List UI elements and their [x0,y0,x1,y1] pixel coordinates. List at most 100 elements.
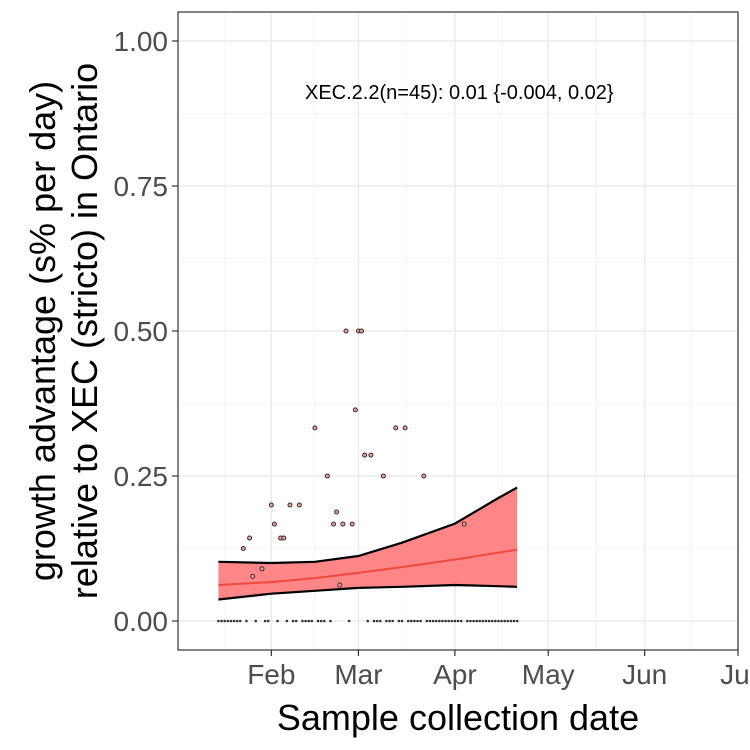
zero-point [472,619,475,623]
zero-point [220,619,223,623]
zero-point [229,619,233,623]
zero-point [378,619,382,623]
zero-point [469,619,472,623]
zero-point [425,619,429,623]
data-point [340,521,346,527]
data-point [393,425,399,431]
zero-point [285,619,289,623]
y-tick-label: 0.00 [114,606,169,637]
y-axis-title-line1: growth advantage (s% per day) [22,81,63,581]
x-axis-title: Sample collection date [277,697,639,738]
points-layer [240,328,467,588]
zero-points-layer [217,619,519,623]
zero-point [276,619,279,623]
data-point [271,521,277,527]
zero-point [366,619,370,623]
zero-point [397,619,401,623]
confidence-ribbon [218,487,518,600]
fit-line [218,548,518,586]
x-tick-label: May [522,659,575,690]
zero-point [372,619,376,623]
zero-point [490,619,494,623]
zero-point [503,619,506,623]
zero-point [497,619,500,623]
zero-point [444,619,447,623]
zero-point [459,619,463,623]
zero-point [456,619,460,623]
zero-point [478,619,482,623]
data-point [359,328,365,334]
zero-point [494,619,497,623]
data-point [281,535,287,541]
data-point [349,521,355,527]
data-point [380,473,386,479]
zero-point [245,619,248,623]
zero-point [388,619,391,623]
zero-point [413,619,416,623]
zero-point [400,619,404,623]
zero-point [347,619,351,623]
data-point [312,425,318,431]
y-tick-label: 0.25 [114,461,169,492]
zero-point [419,619,422,623]
zero-point [329,619,332,623]
x-tick-label: Apr [433,659,477,690]
zero-point [304,619,307,623]
zero-point [316,619,320,623]
data-point [421,473,427,479]
zero-point [438,619,441,623]
zero-point [416,619,419,623]
data-point [259,566,265,572]
zero-point [310,619,314,623]
zero-point [450,619,454,623]
zero-point [509,619,513,623]
ribbon-upper-edge [218,486,518,565]
zero-point [391,619,394,623]
y-tick-label: 0.75 [114,171,169,202]
y-tick-label: 0.50 [114,316,169,347]
zero-point [512,619,516,623]
data-point [268,502,274,508]
y-tick-label: 1.00 [114,26,169,57]
data-point [461,521,467,527]
zero-point [375,619,379,623]
zero-point [434,619,438,623]
data-point [402,425,408,431]
zero-point [484,619,488,623]
zero-point [475,619,478,623]
zero-point [319,619,323,623]
data-point [362,452,368,458]
data-point [250,573,256,579]
zero-point [410,619,413,623]
data-point [296,502,302,508]
zero-point [453,619,457,623]
zero-point [487,619,491,623]
zero-point [235,619,239,623]
data-point [337,582,343,588]
zero-point [481,619,485,623]
annotation-text: XEC.2.2(n=45): 0.01 {-0.004, 0.02} [305,82,614,104]
zero-point [322,619,326,623]
data-point [343,328,349,334]
confidence-ribbon-layer [218,486,518,601]
data-point [240,546,246,551]
data-point [287,502,293,508]
zero-point [226,619,230,623]
zero-point [291,619,295,623]
data-point [334,509,340,515]
data-point [324,473,330,479]
x-tick-label: Jun [622,659,667,690]
data-point [368,452,374,458]
zero-point [515,619,519,623]
zero-point [500,619,503,623]
zero-point [266,619,270,623]
zero-point [447,619,450,623]
data-point [247,535,253,541]
zero-point [307,619,310,623]
data-point [352,407,358,413]
zero-point [217,619,220,623]
ribbon-lower-edge [218,583,518,601]
x-tick-label: Mar [334,659,382,690]
zero-point [238,619,242,623]
